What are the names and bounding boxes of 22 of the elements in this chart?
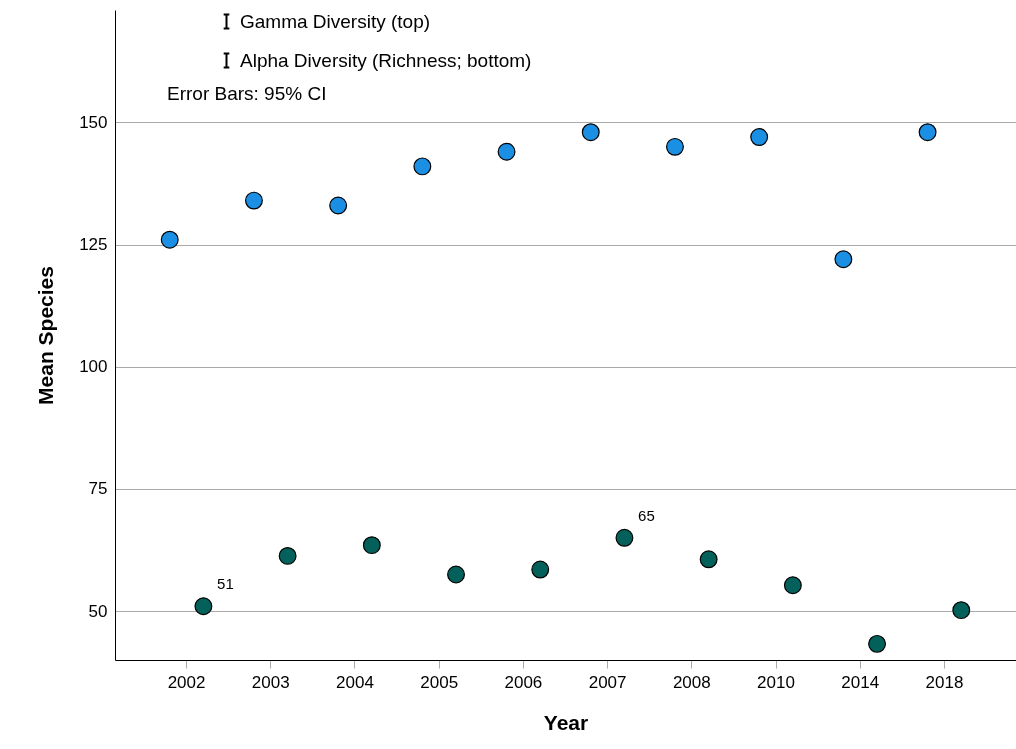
x-tick-label: 2006 [504,672,543,692]
x-tick-label: 2005 [420,672,459,692]
x-tick-label: 2014 [841,672,880,692]
x-tick-label: 2003 [251,672,290,692]
y-axis-title: Mean Species [34,266,58,405]
y-tick-label: 100 [79,357,108,377]
data-label: 51 [217,575,234,593]
annotation: Error Bars: 95% CI [167,83,327,104]
x-tick-label: 2007 [588,672,627,692]
legend-label: Gamma Diversity (top) [240,10,431,32]
x-tick-label: 2004 [336,672,374,692]
x-axis-title: Year [543,710,589,734]
x-tick-label: 2008 [672,672,711,692]
y-tick-label: 150 [79,112,108,132]
data-label: 65 [638,506,655,524]
y-tick-label: 75 [88,479,108,499]
x-tick-label: 2018 [925,672,964,692]
y-tick-label: 125 [79,235,108,255]
legend-label: Alpha Diversity (Richness; bottom) [240,49,532,71]
y-tick-label: 50 [88,601,108,621]
x-tick-label: 2002 [167,672,206,692]
x-tick-label: 2010 [757,672,795,692]
